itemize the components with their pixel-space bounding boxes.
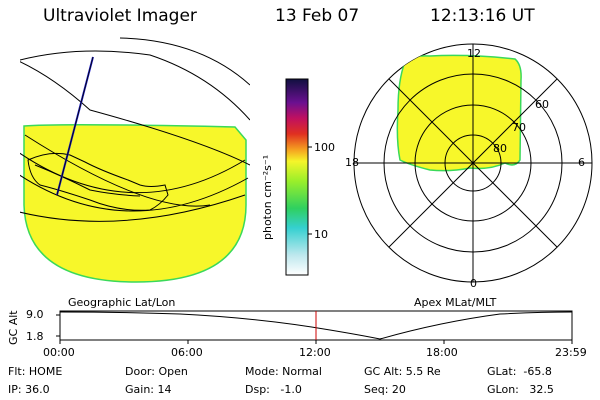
colorbar-tick-100: 100 <box>314 141 335 154</box>
gc-alt-axis-label: GC Alt <box>7 310 20 345</box>
seq-info: Seq: 20 <box>364 383 406 396</box>
apex-panel-label: Apex MLat/MLT <box>414 296 497 309</box>
lat-circle-3 <box>20 152 246 194</box>
mlt-label-6: 6 <box>578 156 585 169</box>
polar-panel <box>353 43 593 283</box>
colorbar-unit-label: photon cm⁻²s⁻¹ <box>261 154 274 240</box>
date-label: 13 Feb 07 <box>275 6 360 26</box>
lat-circle-1 <box>20 194 246 222</box>
meridian-3 <box>119 37 250 86</box>
colorbar <box>285 78 309 276</box>
ip-info: IP: 36.0 <box>8 383 50 396</box>
instrument-title: Ultraviolet Imager <box>43 6 197 26</box>
meridian-1 <box>20 61 250 166</box>
auroral-image-geo <box>23 123 247 283</box>
time-label: 12:13:16 UT <box>430 6 535 26</box>
altitude-curve <box>59 311 573 340</box>
lat-circle-2 <box>20 174 249 212</box>
mlt-label-0: 0 <box>470 277 477 290</box>
mode-info: Mode: Normal <box>245 365 322 378</box>
door-info: Door: Open <box>125 365 188 378</box>
geographic-panel <box>20 37 250 283</box>
glon-info: GLon: 32.5 <box>487 383 554 396</box>
lat-label-70: 70 <box>512 121 526 134</box>
flt-info: Flt: HOME <box>8 365 63 378</box>
mlt-label-18: 18 <box>345 156 359 169</box>
colorbar-tick-10: 10 <box>314 228 328 241</box>
time-tick-0000: 00:00 <box>43 346 75 359</box>
alt-tick-9: 9.0 <box>26 308 44 321</box>
time-tick-1200: 12:00 <box>299 346 331 359</box>
gcalt-info: GC Alt: 5.5 Re <box>364 365 441 378</box>
lat-label-60: 60 <box>535 98 549 111</box>
coastline <box>27 152 169 211</box>
meridian-2 <box>20 50 250 121</box>
alt-tick-1-8: 1.8 <box>26 330 44 343</box>
auroral-image-polar <box>396 54 522 172</box>
dsp-info: Dsp: -1.0 <box>245 383 302 396</box>
geo-panel-label: Geographic Lat/Lon <box>68 296 176 309</box>
mlt-label-12: 12 <box>467 47 481 60</box>
time-tick-1800: 18:00 <box>426 346 458 359</box>
altitude-plot <box>56 310 573 344</box>
time-tick-0600: 06:00 <box>171 346 203 359</box>
gain-info: Gain: 14 <box>125 383 172 396</box>
time-tick-2359: 23:59 <box>555 346 587 359</box>
lat-label-80: 80 <box>493 142 507 155</box>
glat-info: GLat: -65.8 <box>487 365 552 378</box>
